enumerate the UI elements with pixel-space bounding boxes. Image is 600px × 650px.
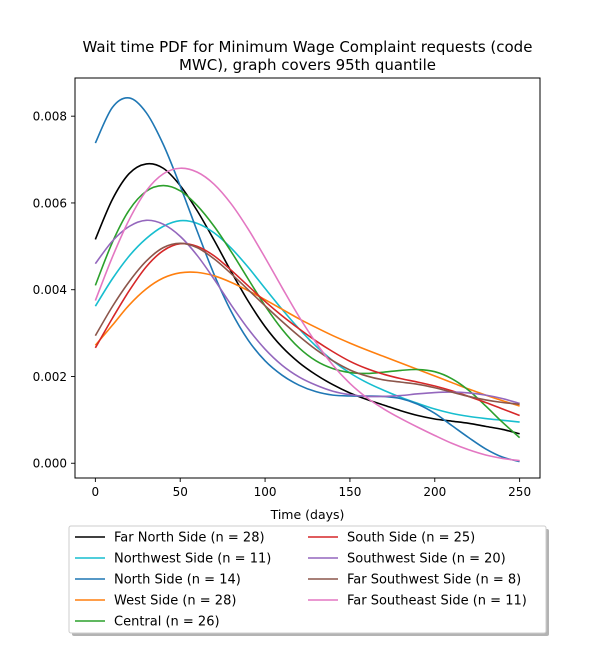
- series-line-6: [94, 242, 520, 417]
- legend: Far North Side (n = 28) Northwest Side (n…: [68, 525, 549, 636]
- y-tick-label: 0.008: [33, 110, 67, 124]
- y-tick-label: 0.004: [33, 283, 67, 297]
- x-tick-label: 0: [92, 485, 100, 499]
- series-line-1: [94, 162, 520, 435]
- legend-box: [68, 525, 547, 634]
- x-tick-label: 50: [173, 485, 188, 499]
- y-tick-label: 0.000: [33, 457, 67, 471]
- series-line-5: [94, 184, 521, 439]
- chart-title-line-2: MWC), graph covers 95th quantile: [179, 56, 436, 74]
- chart-title: Wait time PDF for Minimum Wage Complaint…: [83, 38, 533, 74]
- legend-entry: Far Southeast Side (n = 11): [347, 594, 527, 609]
- series-lines: [94, 97, 521, 463]
- legend-entry: West Side (n = 28): [114, 594, 236, 609]
- x-axis: 0 50 100 150 200 250: [92, 478, 531, 499]
- series-line-8: [94, 242, 520, 406]
- x-tick-label: 100: [254, 485, 277, 499]
- legend-entry: Northwest Side (n = 11): [114, 552, 271, 567]
- legend-entry: Far North Side (n = 28): [114, 531, 265, 546]
- series-line-3: [94, 97, 520, 463]
- x-tick-label: 150: [338, 485, 361, 499]
- series-line-4: [94, 271, 520, 407]
- series-line-9: [94, 167, 520, 462]
- legend-entry: Southwest Side (n = 20): [347, 552, 506, 567]
- legend-entry: North Side (n = 14): [114, 573, 241, 588]
- x-axis-label: Time (days): [270, 507, 345, 522]
- plot-area: [74, 77, 541, 479]
- y-axis: 0.000 0.002 0.004 0.006 0.008: [33, 110, 75, 471]
- y-tick-label: 0.002: [33, 370, 67, 384]
- legend-entry: Far Southwest Side (n = 8): [347, 573, 521, 588]
- y-tick-label: 0.006: [33, 196, 67, 210]
- x-tick-label: 200: [423, 485, 446, 499]
- chart-title-line-1: Wait time PDF for Minimum Wage Complaint…: [83, 38, 533, 56]
- x-tick-label: 250: [508, 485, 531, 499]
- legend-entry: South Side (n = 25): [347, 531, 475, 546]
- legend-entry: Central (n = 26): [114, 615, 220, 630]
- series-line-7: [94, 219, 520, 405]
